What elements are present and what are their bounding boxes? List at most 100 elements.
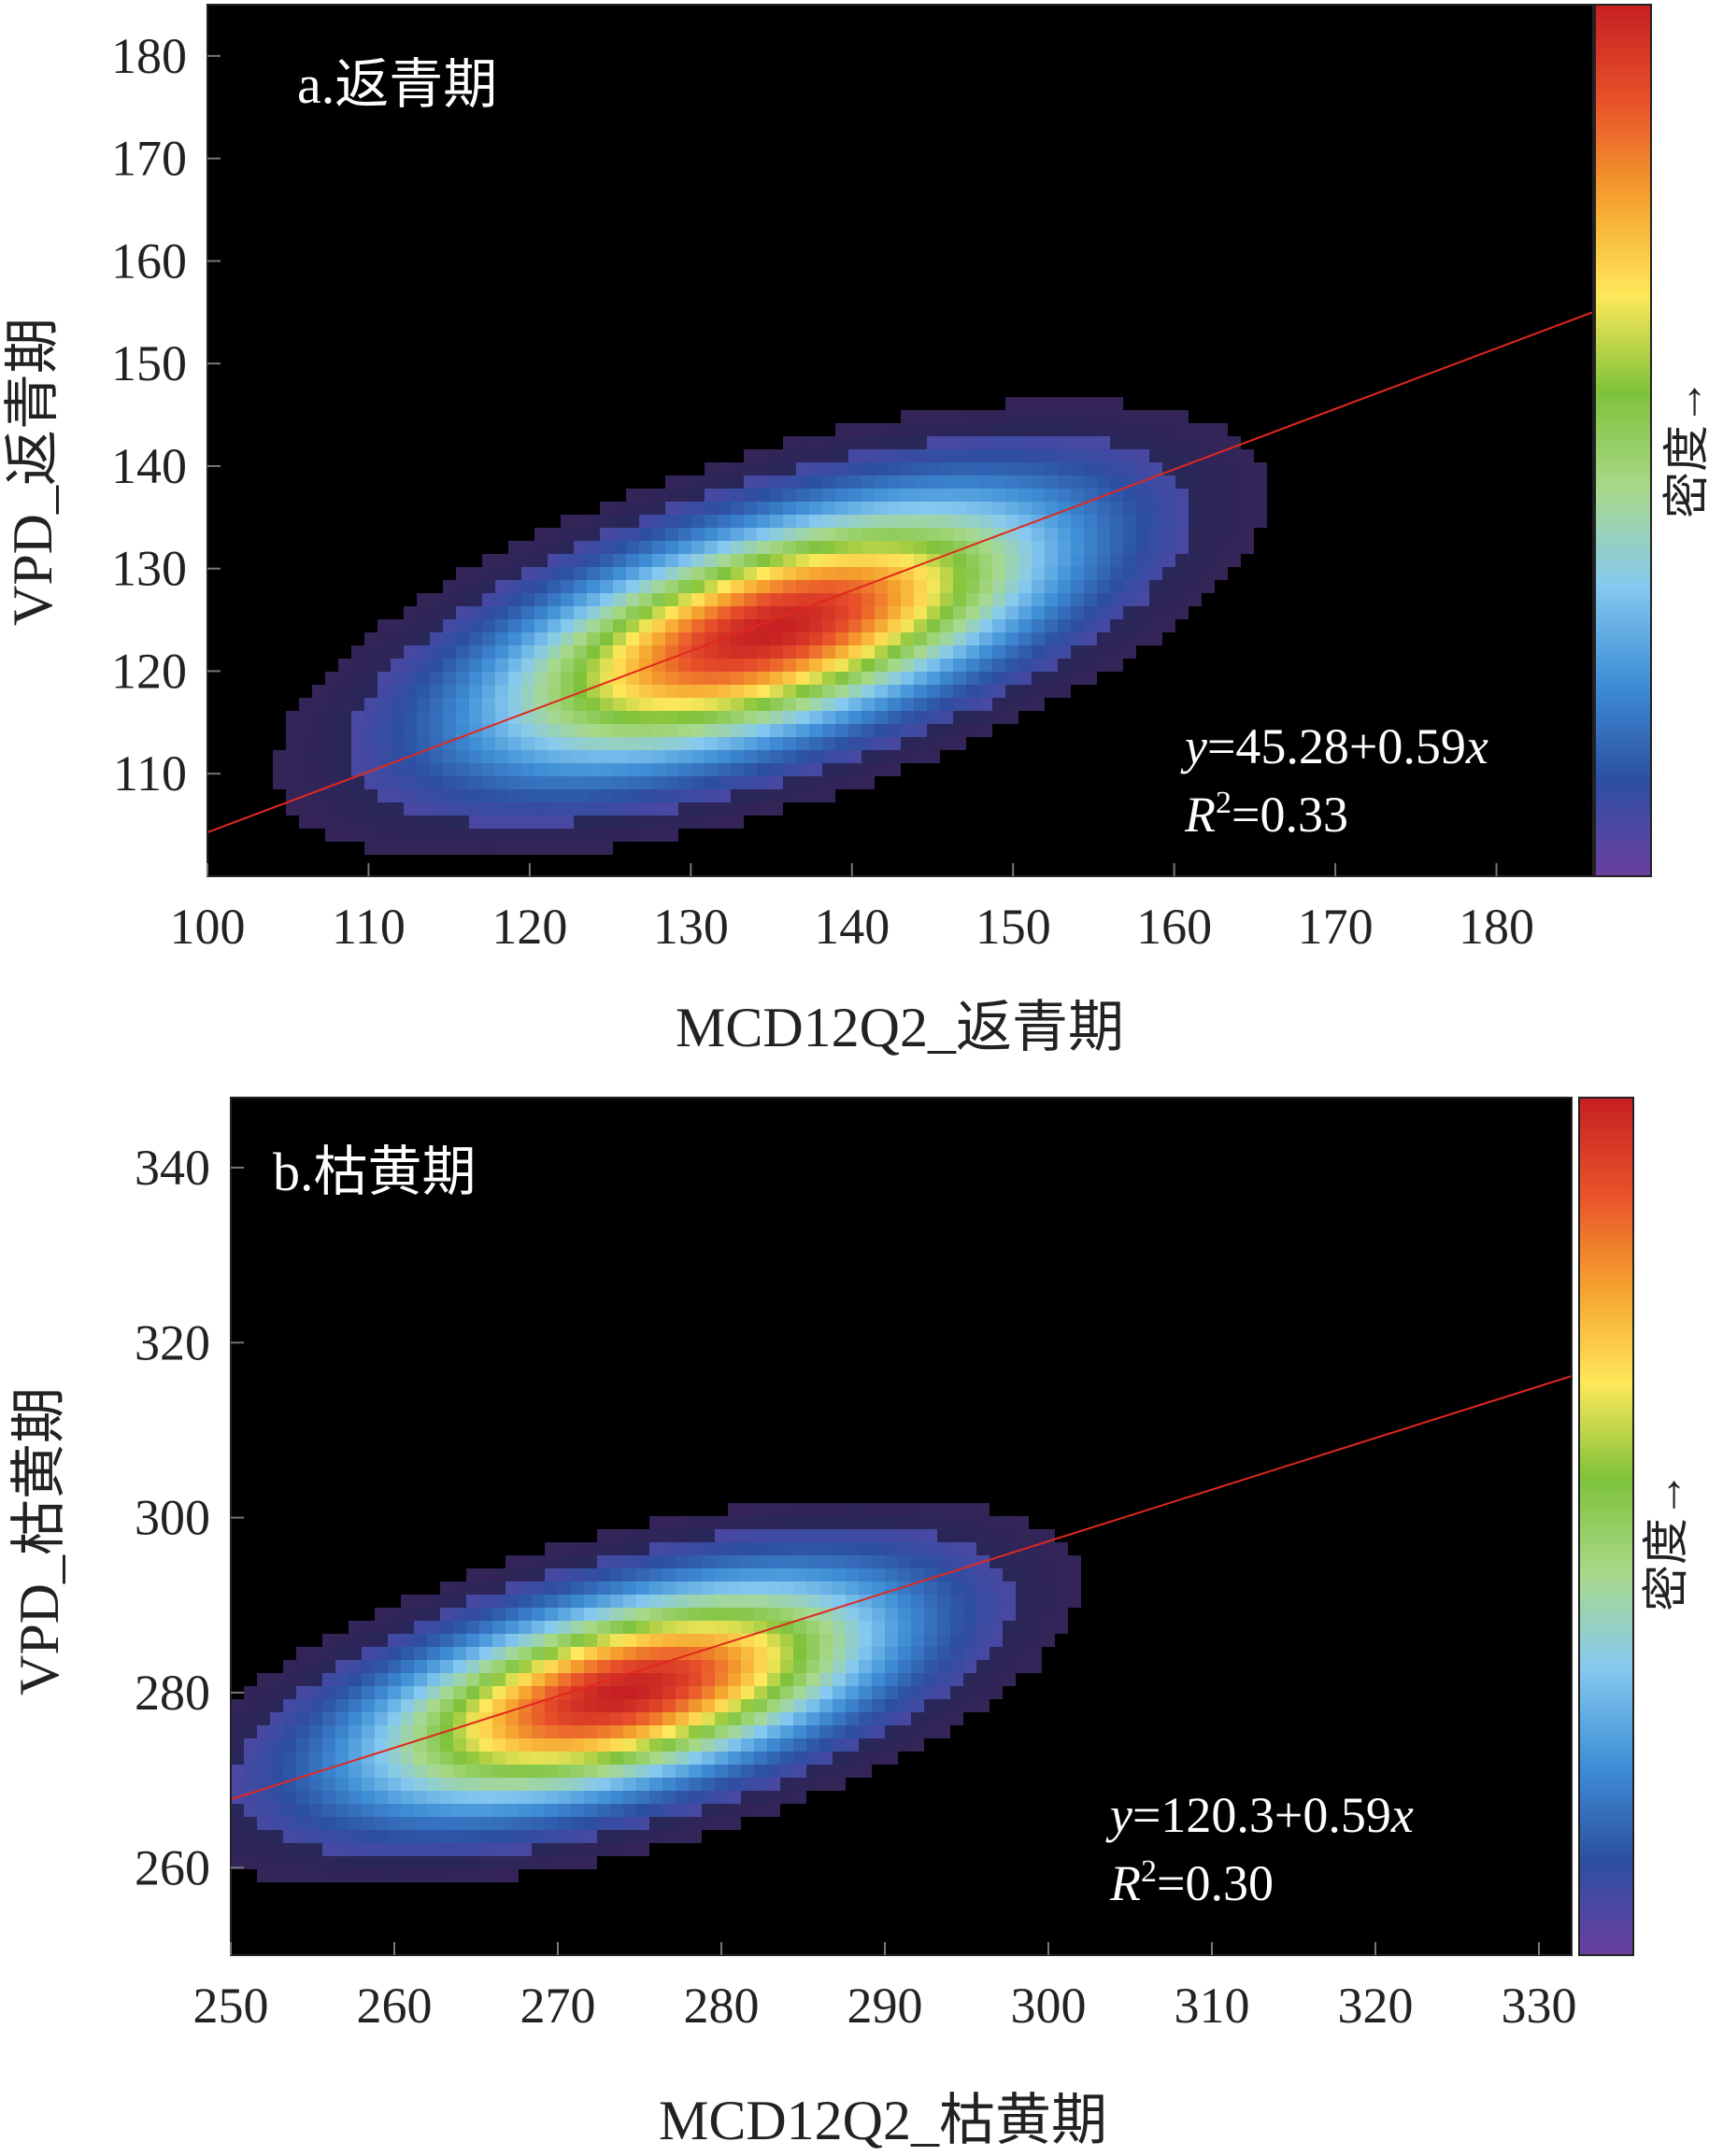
density-cell xyxy=(349,1621,362,1634)
density-cell xyxy=(911,1621,924,1634)
density-cell xyxy=(401,1778,414,1791)
density-cell xyxy=(901,685,914,698)
density-cell xyxy=(966,632,979,645)
density-cell xyxy=(689,1830,702,1843)
density-cell xyxy=(718,606,731,619)
density-cell xyxy=(1042,1529,1055,1542)
density-cell xyxy=(626,528,639,541)
density-cell xyxy=(846,1634,859,1647)
density-cell xyxy=(783,776,796,789)
density-cell xyxy=(414,1765,427,1778)
density-cell xyxy=(914,698,927,711)
density-cell xyxy=(806,1712,819,1725)
density-cell xyxy=(963,1608,976,1621)
density-cell xyxy=(770,475,783,489)
density-cell xyxy=(1045,672,1058,685)
density-cell xyxy=(1058,541,1071,554)
density-cell xyxy=(558,1621,571,1634)
density-cell xyxy=(545,1738,558,1752)
density-cell xyxy=(404,842,417,855)
density-cell xyxy=(875,659,888,672)
density-cell xyxy=(665,698,678,711)
density-cell xyxy=(924,1725,937,1738)
density-cell xyxy=(966,698,979,711)
density-cell xyxy=(1215,436,1228,449)
density-cell xyxy=(1123,567,1136,580)
density-cell xyxy=(783,763,796,776)
density-cell xyxy=(859,1712,872,1725)
density-cell xyxy=(1189,449,1202,462)
density-cell xyxy=(401,1791,414,1804)
density-cell xyxy=(1149,502,1162,515)
density-cell xyxy=(479,1778,492,1791)
r-squared: R2=0.30 xyxy=(1109,1854,1274,1911)
density-cell xyxy=(992,554,1005,567)
density-cell xyxy=(705,580,718,593)
density-cell xyxy=(757,580,770,593)
density-cell xyxy=(1018,645,1032,659)
density-cell xyxy=(597,1608,610,1621)
density-cell xyxy=(404,672,417,685)
density-cell xyxy=(914,436,927,449)
density-cell xyxy=(901,410,914,423)
density-cell xyxy=(1162,554,1175,567)
density-cell xyxy=(623,1568,636,1582)
density-cell xyxy=(888,750,901,763)
density-cell xyxy=(466,1765,479,1778)
density-cell xyxy=(1005,397,1018,410)
density-cell xyxy=(992,619,1005,632)
density-cell xyxy=(545,1804,558,1817)
density-cell xyxy=(401,1699,414,1712)
colorbar xyxy=(1594,4,1652,877)
density-cell xyxy=(639,672,652,685)
density-cell xyxy=(783,737,796,750)
density-cell xyxy=(1189,475,1202,489)
density-cell xyxy=(613,750,626,763)
density-cell xyxy=(639,541,652,554)
density-cell xyxy=(833,1595,846,1608)
density-cell xyxy=(927,750,940,763)
density-cell xyxy=(613,829,626,842)
density-cell xyxy=(940,632,953,645)
density-cell xyxy=(992,489,1005,502)
density-cell xyxy=(691,685,705,698)
density-cell xyxy=(506,1660,519,1673)
density-cell xyxy=(676,1542,689,1555)
density-cell xyxy=(953,698,966,711)
density-cell xyxy=(571,1595,584,1608)
density-cell xyxy=(649,1699,662,1712)
x-axis-ticks: 100 110 120 130 140 150 160 170 180 xyxy=(170,863,1534,955)
density-cell xyxy=(600,776,613,789)
x-tick-label: 120 xyxy=(491,899,567,955)
density-cell xyxy=(819,1634,833,1647)
density-cell xyxy=(1058,397,1071,410)
density-cell xyxy=(662,1621,676,1634)
density-cell xyxy=(440,1595,453,1608)
density-cell xyxy=(718,789,731,802)
density-cell xyxy=(1005,410,1018,423)
density-cell xyxy=(780,1738,793,1752)
density-cell xyxy=(754,1582,767,1595)
density-cell xyxy=(1032,567,1045,580)
density-cell xyxy=(453,1791,466,1804)
density-cell xyxy=(809,515,822,528)
density-cell xyxy=(1071,632,1084,645)
density-cell xyxy=(924,1699,937,1712)
density-cell xyxy=(924,1595,937,1608)
density-cell xyxy=(270,1752,283,1765)
density-cell xyxy=(548,842,561,855)
density-cell xyxy=(872,1516,885,1529)
density-cell xyxy=(819,1555,833,1568)
density-cell xyxy=(351,698,364,711)
density-cell xyxy=(508,606,521,619)
density-cell xyxy=(990,1634,1003,1647)
density-cell xyxy=(561,619,574,632)
r-sup: 2 xyxy=(1216,786,1232,820)
density-cell xyxy=(744,528,757,541)
density-cell xyxy=(875,449,888,462)
density-cell xyxy=(728,1529,741,1542)
density-cell xyxy=(375,1830,388,1843)
density-cell xyxy=(597,1621,610,1634)
density-cell xyxy=(1003,1647,1016,1660)
density-cell xyxy=(848,606,862,619)
